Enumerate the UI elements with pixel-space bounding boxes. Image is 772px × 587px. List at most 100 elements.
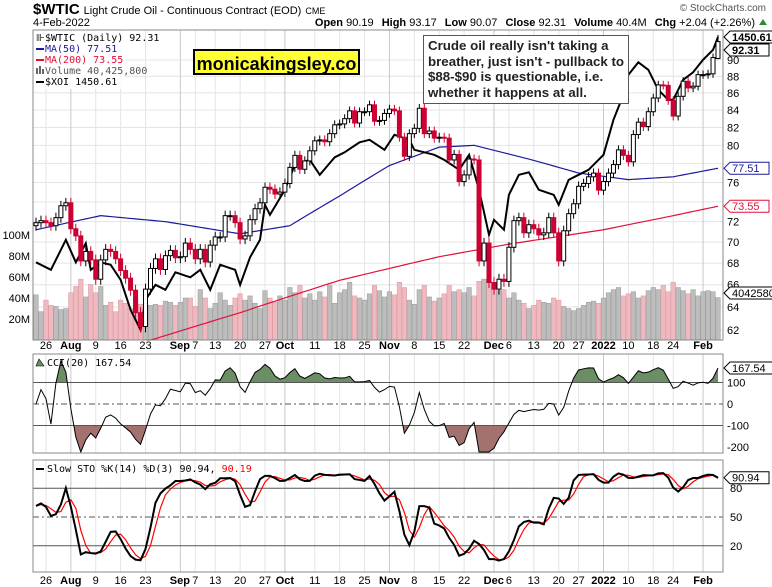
candle-body [187,242,193,250]
candle-body [541,232,547,236]
volume-bar [386,291,392,341]
volume-bar [441,293,447,341]
candle-body [282,182,288,193]
volume-bar [431,300,437,341]
price-axis-label: 72 [727,217,739,229]
volume-bar [541,301,547,341]
candle-body [635,121,641,136]
volume-bar [511,292,517,341]
candle-body [705,73,711,76]
volume-bar [192,306,198,341]
candle-body [152,258,158,269]
volume-bar [332,303,338,341]
volume-bar [610,289,617,341]
volume-bar [501,289,507,341]
volume-bar [63,308,69,341]
cci-axis-label: 100 [727,378,745,390]
candle-body [531,224,537,230]
candle-body [386,108,392,114]
volume-bar [605,292,612,341]
volume-bar [232,297,238,341]
volume-axis-label: 80M [9,251,30,263]
legend-price: $WTIC (Daily) 92.31 [45,33,159,44]
chart-date: 4-Feb-2022 [33,17,90,29]
volume-bar [362,299,368,341]
volume-bar [103,305,109,341]
date-axis-label: 22 [458,575,470,587]
candle-body [192,248,198,260]
volume-bar [322,296,328,341]
candle-body [486,242,492,284]
candle-body [491,282,497,290]
volume-bar [700,291,706,341]
volume-bar [292,292,298,341]
candle-body [610,164,616,174]
volume-bar [461,292,467,341]
candle-body [237,222,243,240]
cci-oversold-area [36,425,718,452]
volume-bar [466,287,472,341]
date-axis-label: 2022 [591,340,615,352]
candle-body [655,84,661,99]
legend-xoi: $XOI 1450.61 [45,77,117,88]
candle-body [312,140,318,152]
candle-body [461,174,467,183]
candle-body [138,312,144,328]
legend-ma200: MA(200) 73.55 [45,55,123,66]
xoi-line [35,36,719,334]
candle-body [715,41,721,59]
date-axis-label: 10 [622,340,634,352]
legend-price-icon: ⊪ [36,33,45,44]
candle-body [685,80,691,89]
candle-body [372,104,378,122]
volume-bar [715,297,721,341]
date-axis-label: 25 [358,575,370,587]
volume-bar [262,290,268,341]
legend-ma50: MA(50) 77.51 [45,44,117,55]
volume-bar [406,299,412,341]
candle-body [53,217,59,227]
date-axis-label: Sep [170,340,190,352]
date-axis-label: 13 [528,340,540,352]
candle-body [267,186,273,190]
date-axis-label: 13 [528,575,540,587]
volume-bar [381,296,388,341]
candle-body [33,222,39,227]
volume-bar [366,293,373,341]
price-axis-label: 90 [727,55,739,67]
candle-body [272,188,278,195]
candle-body [586,176,592,184]
volume-bar [650,287,656,341]
volume-bar [690,289,696,341]
candle-body [690,85,696,89]
candle-body [317,139,323,142]
volume-bar [267,297,273,341]
date-axis-label: Oct [276,575,295,587]
date-axis-label: 26 [40,340,52,352]
date-axis-label: 20 [234,575,246,587]
date-axis-label: Dec [484,575,504,587]
date-axis-label: 2022 [591,575,615,587]
volume-bar [302,297,308,341]
candle-body [123,270,129,279]
candle-body [227,215,233,218]
volume-bar [182,297,188,341]
legend-sto: Slow STO %K(14) %D(3) 90.94, 90.19 [47,464,252,475]
volume-bar [581,305,587,341]
candle-body [147,267,153,290]
candle-body [441,136,447,139]
volume-axis-label: 20M [9,314,30,326]
candle-body [143,288,149,328]
volume-bar [227,305,233,341]
candle-body [481,242,487,262]
candle-body [327,133,333,143]
ohlc-summary: Open 90.19 High 93.17 Low 90.07 Close 92… [315,17,755,29]
candle-body [172,249,178,259]
svg-text:92.31: 92.31 [732,45,760,57]
candle-body [48,222,54,227]
sto-legend: Slow STO %K(14) %D(3) 90.94, 90.19 [36,464,252,475]
volume-bar [645,290,651,341]
volume-bar [73,286,79,341]
